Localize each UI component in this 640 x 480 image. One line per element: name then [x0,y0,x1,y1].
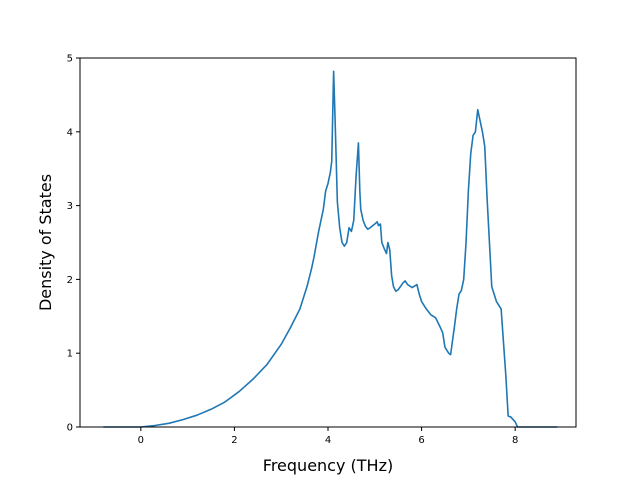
x-tick-label: 6 [418,435,424,446]
x-tick-label: 2 [231,435,237,446]
dos-series-line [103,70,558,428]
x-tick-label: 8 [512,435,518,446]
y-tick-label: 0 [67,423,73,434]
y-tick-label: 1 [67,349,73,360]
x-tick-label: 0 [138,435,144,446]
y-axis: 0 1 2 3 4 5 [67,54,80,434]
plot-area [103,70,558,428]
axes-frame [79,57,577,428]
x-axis: 0 2 4 6 8 [138,427,518,446]
y-tick-label: 4 [67,127,73,138]
x-axis-label: Frequency (THz) [263,456,393,475]
y-tick-label: 2 [67,275,73,286]
y-tick-label: 3 [67,201,73,212]
x-tick-label: 4 [325,435,331,446]
y-tick-label: 5 [67,54,73,65]
y-axis-label: Density of States [36,174,55,311]
